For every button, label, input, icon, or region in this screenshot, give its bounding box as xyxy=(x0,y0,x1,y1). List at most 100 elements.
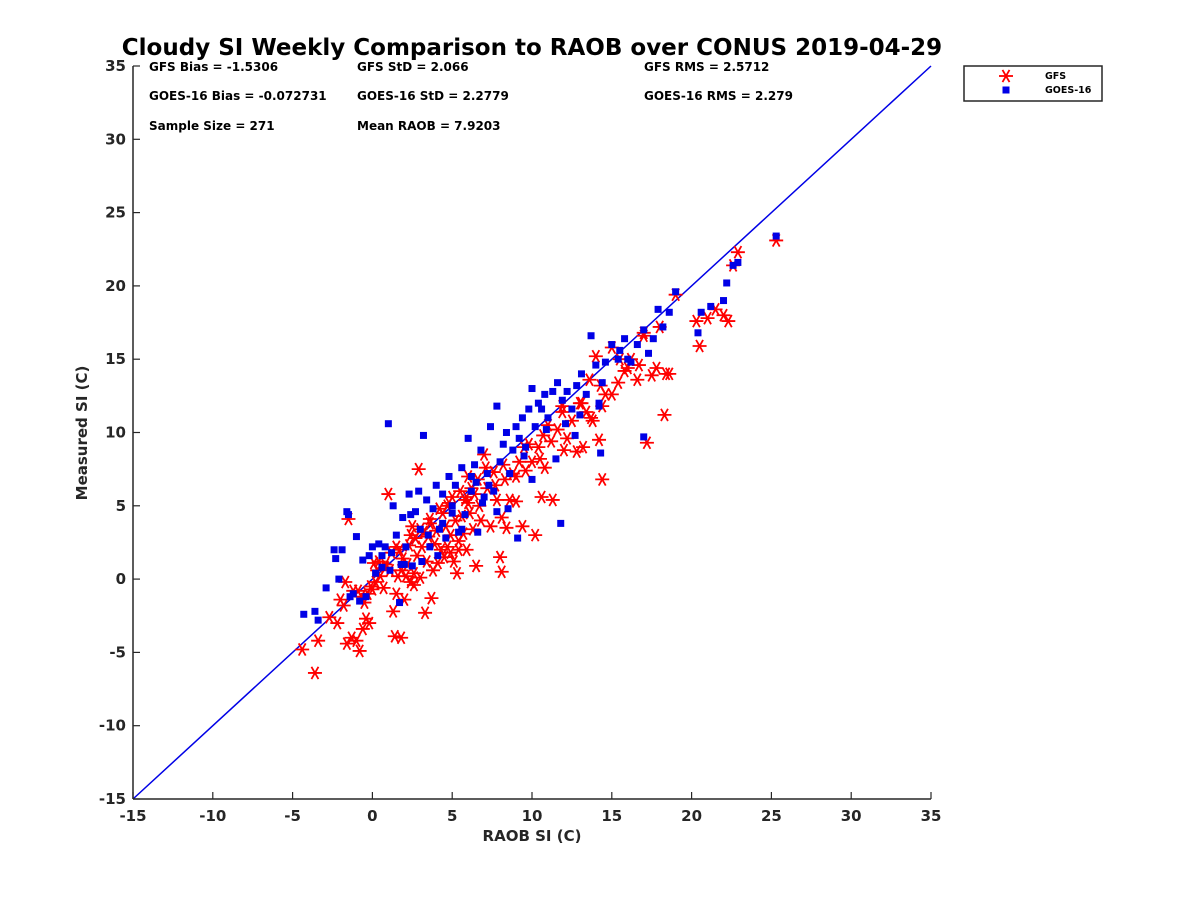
gfs-point xyxy=(604,387,619,401)
gfs-point xyxy=(376,581,391,595)
goes16-point xyxy=(426,543,434,551)
gfs-point xyxy=(528,528,543,542)
goes16-point xyxy=(558,396,566,404)
goes16-point xyxy=(577,370,585,378)
goes16-point xyxy=(411,508,419,516)
gfs-point xyxy=(689,314,704,328)
goes16-point xyxy=(595,399,603,407)
goes16-point xyxy=(504,505,512,513)
goes16-point xyxy=(633,341,641,349)
goes16-point xyxy=(514,534,522,542)
goes16-point xyxy=(483,470,491,478)
goes16-point xyxy=(645,349,653,357)
goes16-point xyxy=(640,433,648,441)
gfs-point xyxy=(556,443,571,457)
x-tick-label: 20 xyxy=(681,807,702,825)
gfs-point xyxy=(545,493,560,507)
goes16-point xyxy=(381,543,389,551)
x-tick-label: -10 xyxy=(199,807,226,825)
goes16-point xyxy=(330,546,338,554)
goes16-point xyxy=(522,443,530,451)
goes16-point xyxy=(563,387,571,395)
goes16-point xyxy=(554,379,562,387)
gfs-point xyxy=(398,569,413,583)
goes16-point xyxy=(509,446,517,454)
gfs-point xyxy=(403,528,418,542)
goes16-point xyxy=(720,297,728,305)
goes16-point xyxy=(386,566,394,574)
goes16-point xyxy=(479,499,487,507)
gfs-point xyxy=(469,559,484,573)
goes16-point xyxy=(365,552,373,560)
gfs-point xyxy=(394,631,409,645)
goes16-point xyxy=(451,481,459,489)
y-axis-label: Measured SI (C) xyxy=(73,366,91,501)
goes16-point xyxy=(388,549,396,557)
gfs-point xyxy=(630,373,645,387)
goes16-point xyxy=(723,279,731,287)
goes16-point xyxy=(480,493,488,501)
legend-box xyxy=(963,65,1103,102)
stat-goes-bias: GOES-16 Bias = -0.072731 xyxy=(149,89,327,103)
goes16-point xyxy=(474,528,482,536)
gfs-point xyxy=(422,516,437,530)
gfs-point xyxy=(307,666,322,680)
x-axis-ticks: -15 -10 -5 0 5 10 15 20 25 30 35 xyxy=(119,792,941,825)
y-tick-label: 0 xyxy=(116,570,126,588)
goes16-point xyxy=(493,508,501,516)
goes16-point xyxy=(616,346,624,354)
gfs-point xyxy=(509,494,524,508)
goes16-point xyxy=(405,490,413,498)
goes16-point xyxy=(518,414,526,422)
goes16-point xyxy=(445,472,453,480)
stat-gfs-bias: GFS Bias = -1.5306 xyxy=(149,60,278,74)
chart-title: Cloudy SI Weekly Comparison to RAOB over… xyxy=(122,35,942,61)
goes16-point xyxy=(592,361,600,369)
stat-goes-rms: GOES-16 RMS = 2.279 xyxy=(644,89,793,103)
gfs-points xyxy=(295,233,784,680)
gfs-point xyxy=(644,368,659,382)
legend-gfs-label: GFS xyxy=(1045,71,1066,82)
gfs-point xyxy=(534,490,549,504)
stat-gfs-std: GFS StD = 2.066 xyxy=(357,60,469,74)
x-tick-label: -15 xyxy=(119,807,146,825)
reference-line xyxy=(132,65,932,800)
legend-goes-label: GOES-16 xyxy=(1045,85,1092,96)
gfs-point xyxy=(611,376,626,390)
gfs-point xyxy=(730,245,745,259)
goes16-point xyxy=(697,308,705,316)
goes16-point xyxy=(419,431,427,439)
goes16-point xyxy=(772,232,780,240)
gfs-point xyxy=(489,493,504,507)
goes16-point xyxy=(402,543,410,551)
goes16-point xyxy=(542,426,550,434)
stat-mean-raob: Mean RAOB = 7.9203 xyxy=(357,119,501,133)
goes16-point xyxy=(496,458,504,466)
gfs-point xyxy=(336,598,351,613)
goes16-point xyxy=(520,452,528,460)
goes16-point xyxy=(598,379,606,387)
goes16-point xyxy=(416,525,424,533)
goes16-point xyxy=(467,472,475,480)
y-tick-label: 15 xyxy=(105,350,126,368)
gfs-point xyxy=(424,591,439,605)
x-tick-label: 15 xyxy=(601,807,622,825)
y-tick-label: -15 xyxy=(99,790,126,808)
goes16-point xyxy=(582,390,590,398)
goes16-point xyxy=(512,423,520,431)
goes16-point xyxy=(649,335,657,343)
goes16-point xyxy=(490,487,498,495)
gfs-point xyxy=(692,339,707,353)
goes16-point xyxy=(378,563,386,571)
goes16-point xyxy=(375,540,383,548)
stat-gfs-rms: GFS RMS = 2.5712 xyxy=(644,60,769,74)
gfs-point xyxy=(413,571,428,585)
goes16-point xyxy=(418,558,426,566)
x-tick-label: 25 xyxy=(761,807,782,825)
goes16-point xyxy=(432,481,440,489)
goes16-point xyxy=(435,525,443,533)
gfs-point xyxy=(311,634,326,648)
gfs-point xyxy=(544,434,559,448)
y-tick-label: 20 xyxy=(105,277,126,295)
gfs-point xyxy=(418,606,433,620)
